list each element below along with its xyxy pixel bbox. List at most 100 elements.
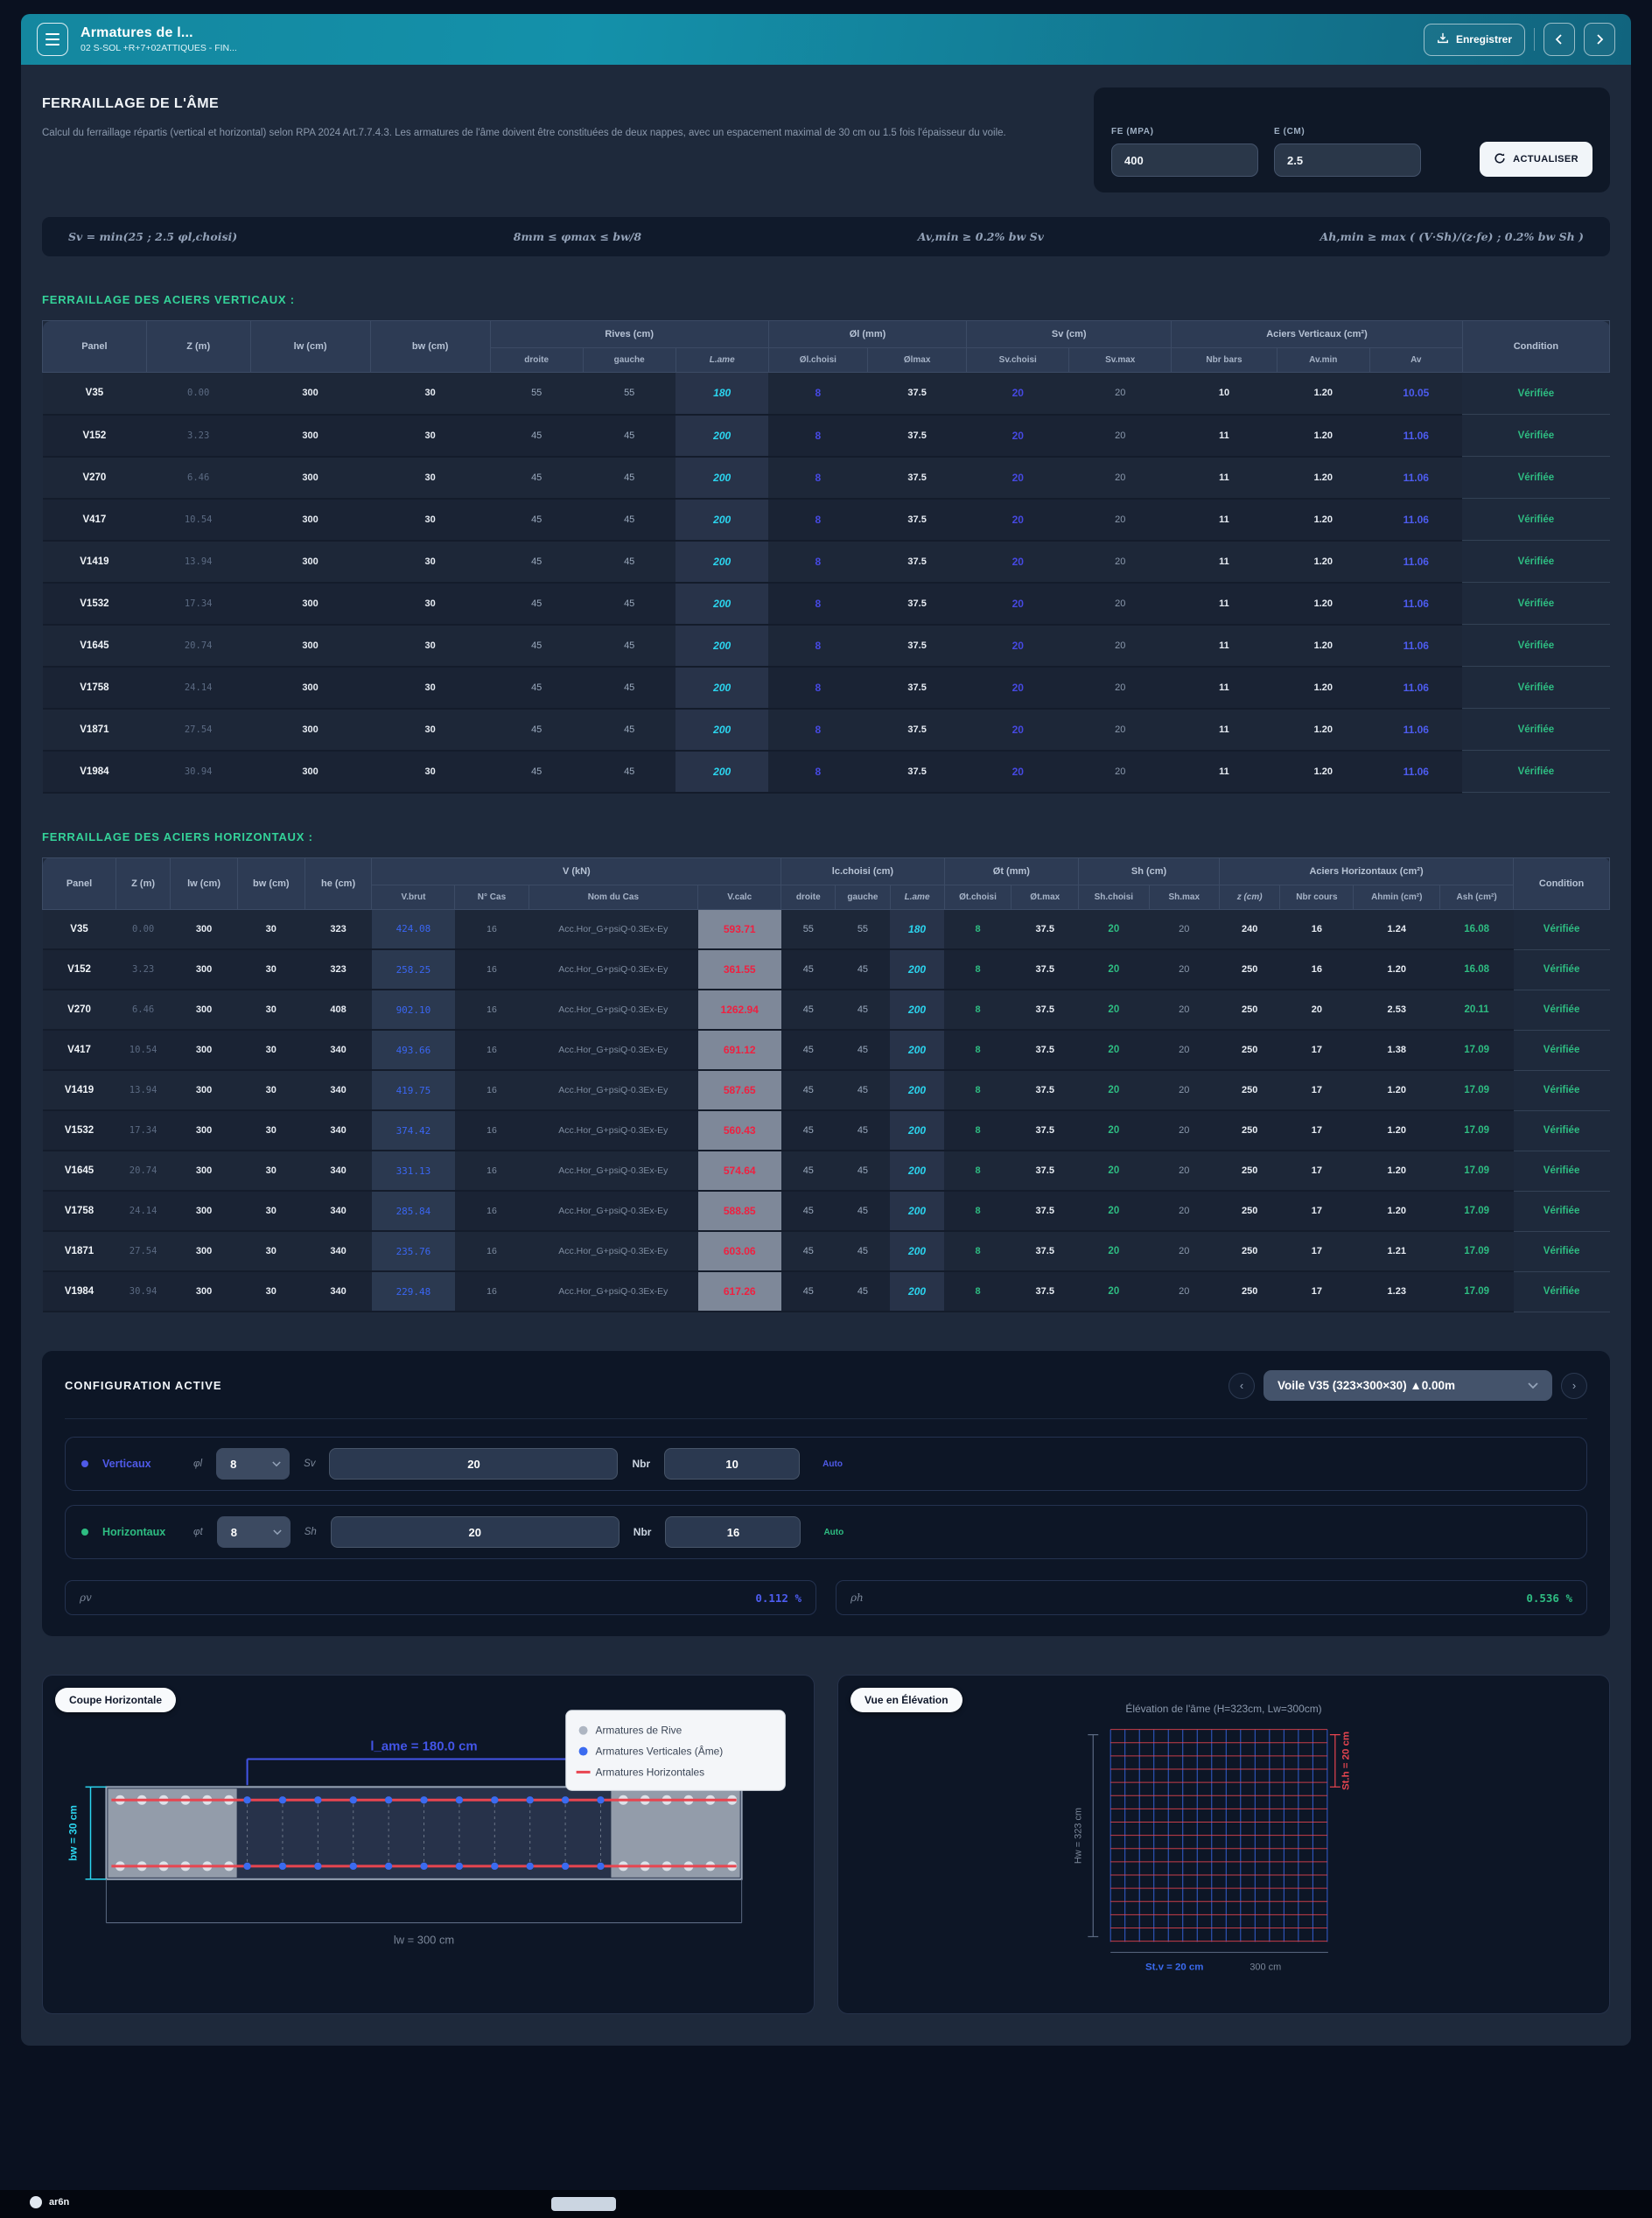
table-cell: 361.55 [697,949,781,990]
table-cell: V1645 [42,1151,116,1192]
table-cell: Vérifiée [1513,1030,1610,1071]
col-lw: lw (cm) [249,320,371,373]
table-cell: 11 [1171,624,1278,668]
table-cell: V1984 [42,1271,116,1312]
subcol-otmax: Øt.max [1011,884,1080,910]
col-condition: Condition [1461,320,1611,373]
table-cell: 20 [1149,1271,1220,1312]
sh-input[interactable] [330,1516,620,1548]
table-cell: 1.20 [1277,414,1370,458]
e-input[interactable] [1274,143,1421,177]
table-cell: 37.5 [867,414,967,458]
group-v: V (kN) [371,857,782,885]
next-button[interactable] [1584,23,1615,56]
table-cell: 8 [768,540,868,584]
refresh-button[interactable]: ACTUALISER [1480,142,1592,177]
sv-label: Sv [304,1459,316,1469]
dim-lw-label: 300 cm [1250,1962,1281,1972]
table-cell: 30 [237,1231,305,1272]
voile-prev-button[interactable]: ‹ [1228,1372,1255,1399]
table-row[interactable]: V35 0.00 300 30 323 424.08 16 Acc.Hor_G+psiQ-0.… [42,909,1610,950]
table-cell: V270 [42,456,147,500]
table-cell: 30 [237,909,305,950]
nbr-horizontal-input[interactable] [665,1516,802,1548]
table-cell: 20 [1149,1191,1220,1232]
save-button[interactable]: Enregistrer [1423,23,1525,56]
table-cell: 24.14 [146,666,251,710]
table-cell: 30 [370,708,491,752]
table-cell: Acc.Hor_G+psiQ-0.3Ex-Ey [528,1070,698,1111]
table-cell: 20 [966,414,1069,458]
table-row[interactable]: V1419 13.94 300 30 45 45 200 8 37.5 20 20 11 1.20 11.… [42,540,1610,584]
table-cell: 11.06 [1369,414,1463,458]
subcol-otchoisi: Øt.choisi [943,884,1012,910]
table-cell: 3.23 [146,414,251,458]
table-row[interactable]: V270 6.46 300 30 408 902.10 16 Acc.Hor_G+psiQ-0… [42,990,1610,1031]
table-cell: Vérifiée [1462,414,1610,457]
rho-v-label: ρv [80,1592,92,1604]
table-cell: 8 [944,909,1012,950]
table-cell: 20 [1068,414,1172,458]
table-row[interactable]: V1532 17.34 300 30 340 374.42 16 Acc.Hor_G+psiQ… [42,1110,1610,1151]
table-cell: 37.5 [1011,1030,1079,1071]
prev-button[interactable] [1544,23,1575,56]
table-cell: 1.24 [1353,909,1440,950]
nbr-vertical-input[interactable] [664,1448,801,1480]
configuration-panel: CONFIGURATION ACTIVE ‹ Voile V35 (323×30… [42,1351,1610,1636]
table-cell: Acc.Hor_G+psiQ-0.3Ex-Ey [528,1151,698,1192]
table-cell: Vérifiée [1462,708,1610,751]
table-cell: V35 [42,909,116,950]
table-cell: 200 [890,1151,945,1192]
col-panel: Panel [41,857,117,910]
table-cell: 16 [1279,909,1354,950]
table-cell: Acc.Hor_G+psiQ-0.3Ex-Ey [528,990,698,1031]
table-cell: 8 [944,1191,1012,1232]
sv-input[interactable] [329,1448,619,1480]
dim-sth-label: St.h = 20 cm [1341,1732,1352,1790]
phi-l-select[interactable]: 8 [216,1448,290,1480]
table-row[interactable]: V1645 20.74 300 30 340 331.13 16 Acc.Hor_G+psiQ… [42,1151,1610,1192]
table-row[interactable]: V152 3.23 300 30 45 45 200 8 37.5 20 20 11 1.20 11.06… [42,414,1610,458]
table-row[interactable]: V1871 27.54 300 30 45 45 200 8 37.5 20 20 11 1.20 11.… [42,708,1610,752]
phi-t-select[interactable]: 8 [216,1516,290,1548]
table-cell: 11.06 [1369,582,1463,626]
table-cell: 45 [780,1110,836,1151]
elevation-pill[interactable]: Vue en Élévation [850,1688,962,1712]
table-row[interactable]: V417 10.54 300 30 45 45 200 8 37.5 20 20 11 1.20 11.0… [42,498,1610,542]
table-cell: 20.74 [146,624,251,668]
voile-next-button[interactable]: › [1561,1372,1587,1399]
table-cell: V1871 [42,1231,116,1272]
table-cell: 30 [237,1151,305,1192]
table-row[interactable]: V1984 30.94 300 30 45 45 200 8 37.5 20 20 11 1.20 11.… [42,750,1610,794]
table-cell: 16 [454,990,528,1031]
table-cell: 2.53 [1353,990,1440,1031]
table-row[interactable]: V1871 27.54 300 30 340 235.76 16 Acc.Hor_G+psiQ… [42,1231,1610,1272]
table-cell: 8 [944,1231,1012,1272]
voile-selector[interactable]: Voile V35 (323×300×30) ▲0.00m [1264,1370,1552,1401]
app-title: Armatures de l... [80,25,193,40]
coupe-diagram: l_ame = 180.0 cm bw = 30 cm lw = 300 cm [67,1710,786,1946]
table-row[interactable]: V1419 13.94 300 30 340 419.75 16 Acc.Hor_G+psiQ… [42,1070,1610,1111]
table-cell: 20 [1149,1070,1220,1111]
table-cell: 17 [1279,1151,1354,1192]
table-cell: 20 [1149,1030,1220,1071]
table-row[interactable]: V417 10.54 300 30 340 493.66 16 Acc.Hor_G+psiQ-… [42,1030,1610,1071]
table-row[interactable]: V1758 24.14 300 30 340 285.84 16 Acc.Hor_G+psiQ… [42,1191,1610,1232]
table-row[interactable]: V1645 20.74 300 30 45 45 200 8 37.5 20 20 11 1.20 11.… [42,624,1610,668]
menu-icon[interactable] [37,23,68,56]
coupe-pill[interactable]: Coupe Horizontale [55,1688,177,1712]
table-cell: 8 [768,750,868,794]
table-cell: 45 [490,666,584,710]
table-row[interactable]: V270 6.46 300 30 45 45 200 8 37.5 20 20 11 1.20 11.06… [42,456,1610,500]
table-row[interactable]: V35 0.00 300 30 55 55 180 8 37.5 20 20 10 1.20 10.05 V… [42,372,1610,416]
table-cell: 45 [490,624,584,668]
horizontal-table: Panel Z (m) lw (cm) bw (cm) he (cm) V (k… [41,857,1610,1312]
table-row[interactable]: V1532 17.34 300 30 45 45 200 8 37.5 20 20 11 1.20 11.… [42,582,1610,626]
table-row[interactable]: V1758 24.14 300 30 45 45 200 8 37.5 20 20 11 1.20 11.… [42,666,1610,710]
fe-input[interactable] [1111,143,1258,177]
table-row[interactable]: V1984 30.94 300 30 340 229.48 16 Acc.Hor_G+psiQ… [42,1271,1610,1312]
footer-widget[interactable] [551,2197,616,2211]
table-row[interactable]: V152 3.23 300 30 323 258.25 16 Acc.Hor_G+psiQ-0… [42,949,1610,990]
subcol-nbrcours: Nbr cours [1279,884,1354,910]
table-cell: Acc.Hor_G+psiQ-0.3Ex-Ey [528,949,698,990]
